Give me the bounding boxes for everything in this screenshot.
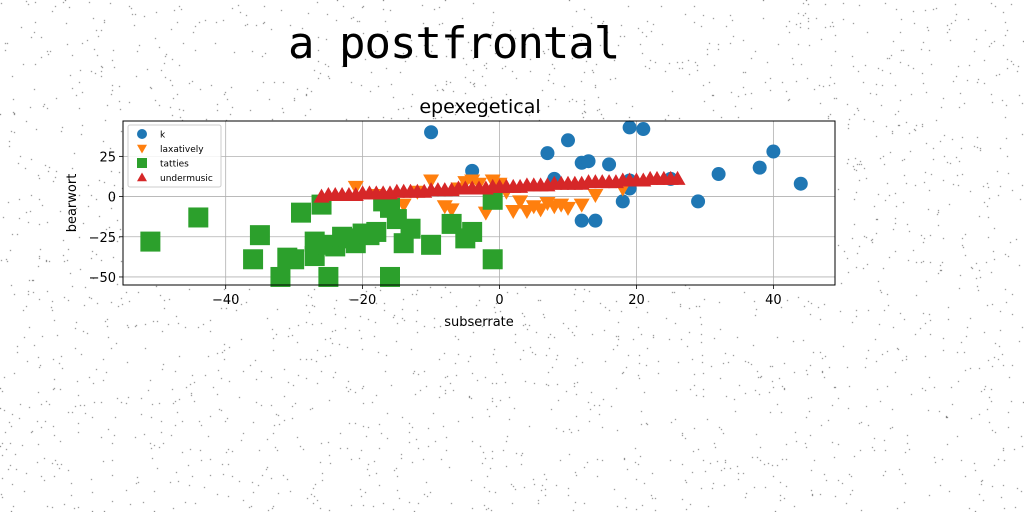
tatties-point [400,218,421,239]
legend-marker-laxatively [137,144,147,154]
y-tick-label: −25 [89,231,116,246]
tatties-point [188,207,209,228]
tatties-point [482,249,503,270]
legend-label-k: k [160,131,166,141]
legend-marker-k [137,129,147,139]
series-tatties [140,189,503,287]
k-point [465,163,480,178]
series-k [424,120,808,228]
k-point [561,133,575,148]
tatties-point [482,189,503,210]
x-tick-label: −40 [212,293,239,308]
chart-title: epexegetical [419,96,540,118]
x-tick-label: 40 [765,293,782,308]
legend-label-laxatively: laxatively [160,145,204,155]
axis-ticks: −40 −20 0 20 40 −50 −25 0 25 [89,150,782,308]
x-axis-label: subserrate [444,315,514,330]
k-point [711,167,726,182]
laxatively-point [560,201,576,216]
k-point [424,125,439,140]
x-tick-label: 20 [628,293,645,308]
laxatively-point [573,198,590,213]
laxatively-point [443,203,460,218]
series-undermusic [313,170,686,203]
tatties-point [243,249,264,270]
k-point [588,213,603,228]
y-axis-label: bearwort [65,174,80,233]
y-tick-label: 0 [108,191,116,206]
legend-marker-tatties [137,158,147,168]
k-point [691,194,706,209]
tatties-point [270,266,291,287]
k-point [752,160,767,175]
k-point [766,144,781,159]
k-point [793,176,808,191]
laxatively-point [477,206,494,221]
series-layer [140,120,808,287]
tatties-point [284,249,305,270]
legend-box [127,124,222,188]
tatties-point [249,225,270,246]
plot-frame [122,120,836,286]
k-point [602,157,617,172]
laxatively-point [505,205,522,220]
k-point [622,120,637,135]
tatties-point [380,266,400,287]
k-point [581,154,596,169]
legend: k laxatively tatties undermusic [127,124,222,188]
plot-area [123,121,835,285]
y-tick-label: 25 [99,150,116,165]
k-point [615,194,630,209]
legend-label-tatties: tatties [160,160,189,170]
laxatively-point [532,203,549,218]
page-title: a postfrontal [288,18,620,69]
x-tick-label: 0 [495,293,503,308]
x-tick-label: −20 [349,293,376,308]
legend-marker-undermusic [137,172,147,182]
laxatively-point [512,195,529,210]
legend-label-undermusic: undermusic [160,174,213,184]
k-point [540,146,555,161]
tatties-point [462,221,483,242]
k-point [574,213,589,228]
y-tick-label: −50 [89,271,116,286]
tatties-point [291,202,311,223]
tatties-point [366,221,387,242]
undermusic-point [669,170,686,185]
tatties-point [318,266,339,287]
laxatively-point [587,188,604,203]
k-point [636,122,651,137]
laxatively-point [423,174,440,189]
tatties-point [140,231,161,252]
tatties-point [421,234,442,255]
